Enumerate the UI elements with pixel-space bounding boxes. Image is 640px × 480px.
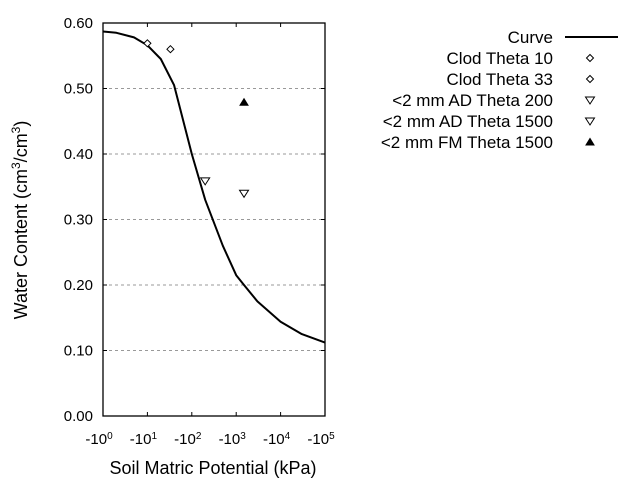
curve-line [102,30,326,344]
legend-marker-icon [584,117,596,126]
x-tick-label: -100 [85,431,113,449]
y-tick-label: 0.10 [64,343,93,360]
legend-label: <2 mm FM Theta 1500 [381,133,553,152]
x-axis: -100 -101 -102 -103 -104 -105 [85,23,335,448]
y-tick-label: 0.30 [64,212,93,229]
legend-marker-icon [585,137,595,146]
data-point-marker [199,177,211,186]
y-axis: 0.00 0.10 0.20 0.30 0.40 0.50 0.60 [64,15,325,425]
data-point-marker [166,44,175,54]
legend-marker-icon [585,74,595,84]
legend-label: Clod Theta 10 [447,49,553,68]
legend-label: <2 mm AD Theta 1500 [383,112,553,131]
y-tick-label: 0.60 [64,15,93,32]
x-tick-label: -101 [130,431,158,449]
y-axis-title: Water Content (cm3/cm3) [9,121,31,320]
data-point-marker [143,39,152,48]
legend-label: Curve [508,28,553,47]
legend-marker-icon [585,53,595,63]
y-tick-label: 0.00 [64,408,93,425]
legend-label: <2 mm AD Theta 200 [392,91,553,110]
x-tick-label: -105 [307,431,335,449]
gridlines [103,88,325,351]
data-point-marker [239,97,249,106]
legend-label: Clod Theta 33 [447,70,553,89]
x-tick-label: -104 [263,431,291,449]
y-tick-label: 0.50 [64,81,93,98]
y-tick-label: 0.40 [64,146,93,163]
y-tick-label: 0.20 [64,277,93,294]
legend-marker-icon [584,96,596,105]
x-axis-title: Soil Matric Potential (kPa) [109,458,316,478]
plot-series [102,30,326,344]
x-tick-label: -103 [219,431,247,449]
legend: Curve Clod Theta 10 Clod Theta 33 <2 mm AD … [381,28,618,152]
data-point-marker [238,189,250,199]
x-tick-label: -102 [174,431,202,449]
